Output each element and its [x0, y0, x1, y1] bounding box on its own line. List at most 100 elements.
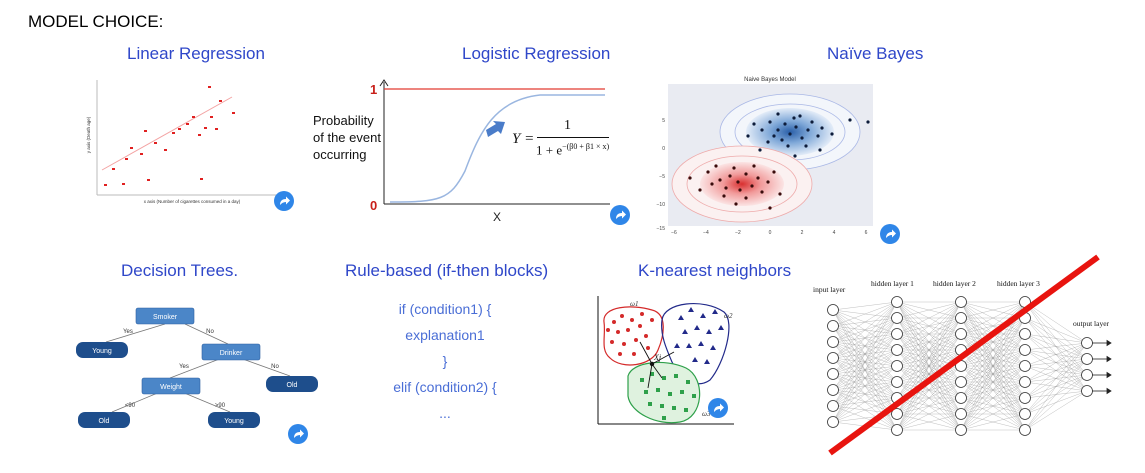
knn-plot: ω1 ω2 ω3 Xj — [597, 296, 734, 425]
cross-out-line — [828, 254, 1100, 456]
logistic-eq-left: Y = — [512, 131, 535, 147]
nn-neuron — [827, 304, 839, 316]
nb-xtick-0: −6 — [671, 230, 677, 236]
nb-ytick-0: 5 — [662, 118, 665, 124]
nn-edge — [896, 301, 962, 319]
logistic-y-bottom-label: 0 — [370, 198, 378, 213]
nn-edge — [832, 301, 898, 407]
nn-edge — [960, 317, 1026, 431]
nn-edge — [832, 333, 898, 423]
naive-bayes-title: Naïve Bayes — [827, 44, 924, 63]
nn-edge — [832, 301, 898, 359]
naive-bayes-plot: Naive Bayes Model 5 0 −5 −10 −15 −6 −4 −… — [657, 77, 873, 236]
rule-line-1: if (condition1) { — [398, 301, 492, 317]
nn-neuron — [955, 408, 967, 420]
decision-trees-link-button[interactable] — [288, 424, 308, 444]
logistic-eq-numerator: 1 — [564, 118, 571, 133]
linear-xlabel: x axis (Number of cigarettes consumed in… — [144, 199, 241, 204]
nn-edge — [832, 349, 898, 423]
share-arrow-icon — [714, 403, 724, 412]
nn-neuron — [891, 408, 903, 420]
nn-neuron — [891, 296, 903, 308]
node-drinker: Drinker — [220, 350, 243, 357]
nn-edge — [960, 301, 1026, 319]
nn-neuron — [891, 360, 903, 372]
nn-hidden1-label: hidden layer 1 — [871, 279, 914, 288]
nn-neuron — [955, 424, 967, 436]
nn-neuron — [827, 336, 839, 348]
nn-neuron — [1081, 353, 1093, 365]
neural-network-diagram: input layer hidden layer 1 hidden layer … — [813, 254, 1112, 456]
nn-edge — [1024, 342, 1088, 431]
nn-edge — [896, 301, 962, 351]
nn-edge — [896, 381, 962, 431]
rule-line-5: ... — [439, 405, 451, 421]
nn-edge — [832, 397, 898, 423]
edge-no-1: No — [206, 329, 214, 335]
nn-edge — [832, 301, 898, 423]
nn-edge — [832, 381, 898, 423]
nb-xtick-3: 0 — [769, 230, 772, 236]
nn-input-layer-label: input layer — [813, 285, 846, 294]
nn-neuron — [827, 384, 839, 396]
nb-xtick-6: 6 — [865, 230, 868, 236]
nn-neuron — [1019, 344, 1031, 356]
nb-ytick-1: 0 — [662, 146, 665, 152]
nn-edge — [896, 301, 962, 399]
node-young-2: Young — [224, 418, 244, 425]
nn-neuron — [891, 344, 903, 356]
nn-edge — [960, 301, 1026, 335]
nn-edge — [832, 301, 898, 343]
logistic-regression-plot — [379, 79, 610, 205]
nn-neuron — [891, 424, 903, 436]
nn-edge — [1024, 390, 1088, 431]
nn-edge — [896, 301, 962, 431]
nn-edge — [1024, 317, 1088, 344]
nb-ytick-4: −15 — [657, 226, 666, 232]
rule-line-3: } — [442, 353, 448, 369]
nb-xtick-2: −2 — [735, 230, 741, 236]
linear-regression-link-button[interactable] — [274, 191, 294, 211]
nn-neuron — [891, 376, 903, 388]
nn-edge — [1024, 374, 1088, 431]
nn-neuron — [891, 328, 903, 340]
nn-neuron — [1081, 385, 1093, 397]
logistic-regression-title: Logistic Regression — [462, 44, 611, 63]
nn-neuron — [891, 312, 903, 324]
logistic-eq-denominator: 1 + e−(β0 + β1 × x) — [536, 142, 609, 158]
nn-neuron — [1081, 337, 1093, 349]
logistic-regression-link-button[interactable] — [610, 205, 630, 225]
share-arrow-icon — [280, 196, 290, 205]
nn-neuron — [1019, 328, 1031, 340]
nn-edge — [896, 301, 962, 383]
nb-xtick-4: 2 — [801, 230, 804, 236]
nn-neuron — [1019, 360, 1031, 372]
nn-edge — [1024, 342, 1088, 399]
nn-edge — [1024, 342, 1088, 351]
edge-lt90: <90 — [125, 403, 136, 409]
nn-edge — [960, 301, 1026, 431]
nn-neuron — [955, 392, 967, 404]
logistic-ylabel-line3: occurring — [313, 147, 367, 162]
nn-edge — [1024, 333, 1088, 344]
nn-edge — [960, 333, 1026, 431]
nb-xtick-5: 4 — [833, 230, 836, 236]
nn-edge — [896, 317, 962, 431]
rule-line-4: elif (condition2) { — [393, 379, 497, 395]
nn-edge — [832, 301, 898, 391]
knn-link-button[interactable] — [708, 398, 728, 418]
nn-edge — [896, 397, 962, 431]
nn-neuron — [827, 400, 839, 412]
nn-edge — [832, 301, 898, 327]
nn-neuron — [827, 416, 839, 428]
nn-neuron — [827, 320, 839, 332]
nn-output-layer-label: output layer — [1073, 319, 1110, 328]
edge-gt90: >90 — [215, 403, 226, 409]
naive-bayes-plot-title: Naive Bayes Model — [744, 77, 796, 83]
logistic-ylabel-line2: of the event — [313, 130, 381, 145]
nn-neuron — [827, 368, 839, 380]
rule-based-title: Rule-based (if-then blocks) — [345, 261, 549, 280]
naive-bayes-link-button[interactable] — [880, 224, 900, 244]
nn-neuron — [1019, 424, 1031, 436]
logistic-eq-fraction-bar — [537, 137, 609, 138]
